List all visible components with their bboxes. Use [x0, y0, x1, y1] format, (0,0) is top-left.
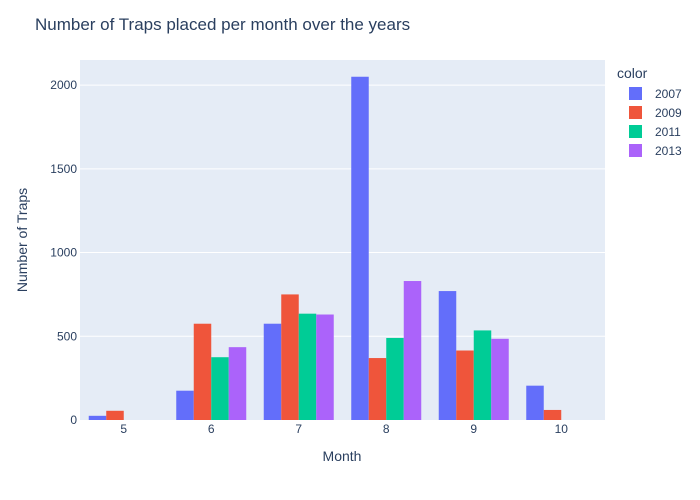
- x-tick-label: 10: [555, 422, 569, 436]
- y-axis-label: Number of Traps: [14, 188, 30, 292]
- bar-2009-month-6[interactable]: [193, 323, 212, 420]
- bars-group: [88, 76, 562, 420]
- bar-2013-month-8[interactable]: [403, 281, 422, 420]
- x-tick-label: 9: [470, 422, 477, 436]
- bar-2007-month-10[interactable]: [526, 385, 544, 420]
- legend[interactable]: color 2007 2009 2011 2013: [617, 65, 682, 158]
- legend-item-2009[interactable]: 2009: [655, 106, 682, 120]
- y-tick-label: 500: [57, 329, 77, 343]
- bar-2013-month-9[interactable]: [491, 338, 509, 420]
- legend-item-2011[interactable]: 2011: [655, 125, 681, 139]
- bar-2007-month-6[interactable]: [176, 390, 194, 420]
- y-tick-label: 0: [70, 413, 77, 427]
- x-tick-label: 6: [208, 422, 215, 436]
- bar-2009-month-5[interactable]: [106, 410, 124, 420]
- bar-2009-month-9[interactable]: [456, 350, 474, 420]
- plot-area: [80, 60, 605, 420]
- bar-2011-month-7[interactable]: [298, 313, 317, 420]
- legend-item-2013[interactable]: 2013: [655, 144, 682, 158]
- bar-2007-month-5[interactable]: [88, 415, 107, 420]
- y-tick-label: 2000: [50, 78, 77, 92]
- legend-swatch-2009[interactable]: [629, 106, 642, 119]
- x-tick-label: 7: [295, 422, 302, 436]
- bar-2013-month-7[interactable]: [316, 314, 334, 420]
- x-axis-label: Month: [323, 448, 362, 464]
- bar-2011-month-9[interactable]: [473, 330, 492, 420]
- bar-2007-month-7[interactable]: [263, 323, 282, 420]
- bar-2009-month-8[interactable]: [368, 358, 387, 420]
- legend-title: color: [617, 65, 648, 81]
- x-axis-ticks: 5 6 7 8 9 10: [120, 422, 568, 436]
- chart-title: Number of Traps placed per month over th…: [35, 15, 410, 34]
- y-tick-label: 1000: [50, 246, 77, 260]
- bar-2007-month-8[interactable]: [351, 76, 369, 420]
- gridlines: [80, 84, 605, 337]
- bar-2009-month-7[interactable]: [281, 294, 299, 420]
- x-tick-label: 8: [383, 422, 390, 436]
- legend-swatch-2011[interactable]: [629, 125, 642, 138]
- y-axis-ticks: 0 500 1000 1500 2000: [50, 78, 77, 427]
- bar-2009-month-10[interactable]: [543, 409, 562, 420]
- y-tick-label: 1500: [50, 162, 77, 176]
- legend-swatch-2013[interactable]: [629, 144, 642, 157]
- bar-2011-month-8[interactable]: [386, 337, 404, 420]
- x-tick-label: 5: [120, 422, 127, 436]
- legend-swatch-2007[interactable]: [629, 87, 642, 100]
- legend-item-2007[interactable]: 2007: [655, 87, 682, 101]
- bar-2011-month-6[interactable]: [211, 357, 229, 420]
- bar-2013-month-6[interactable]: [228, 347, 247, 420]
- bar-2007-month-9[interactable]: [438, 291, 457, 420]
